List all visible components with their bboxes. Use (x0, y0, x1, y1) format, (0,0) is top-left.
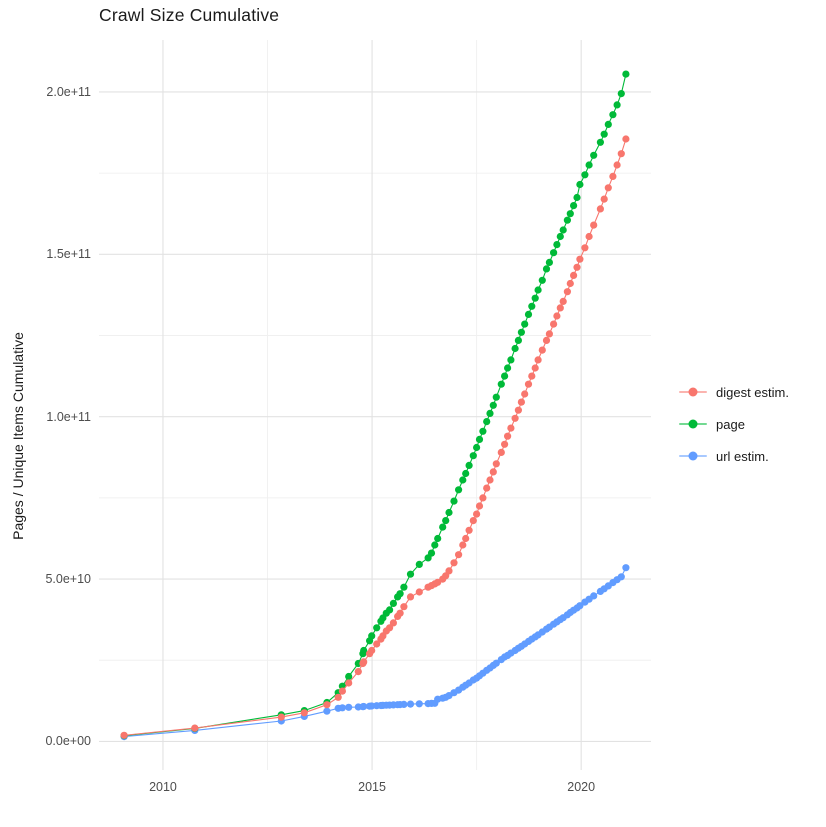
legend-key-digest-estim (678, 384, 708, 400)
y-tick-label: 1.0e+11 (46, 409, 91, 424)
x-tick-label: 2020 (567, 780, 596, 794)
legend-key-page (678, 416, 708, 432)
x-tick-label: 2015 (358, 780, 386, 794)
legend-key-url-estim (678, 448, 708, 464)
x-tick-label: 2010 (149, 780, 177, 794)
y-tick-label: 5.0e+10 (45, 572, 91, 587)
legend-point-swatch (688, 419, 698, 429)
chart-title: Crawl Size Cumulative (99, 5, 280, 25)
legend-item-digest-estim: digest estim. (678, 376, 789, 408)
legend-label: url estim. (716, 448, 769, 464)
y-tick-label: 2.0e+11 (46, 84, 91, 99)
legend-point-swatch (688, 451, 698, 461)
legend-label: digest estim. (716, 384, 789, 400)
legend-point-swatch (688, 387, 698, 397)
legend: digest estim. page url estim. (678, 376, 789, 472)
legend-item-url-estim: url estim. (678, 440, 789, 472)
y-tick-label: 1.5e+11 (46, 247, 91, 262)
y-tick-label: 0.0e+00 (45, 734, 91, 749)
legend-label: page (716, 416, 745, 432)
legend-item-page: page (678, 408, 789, 440)
